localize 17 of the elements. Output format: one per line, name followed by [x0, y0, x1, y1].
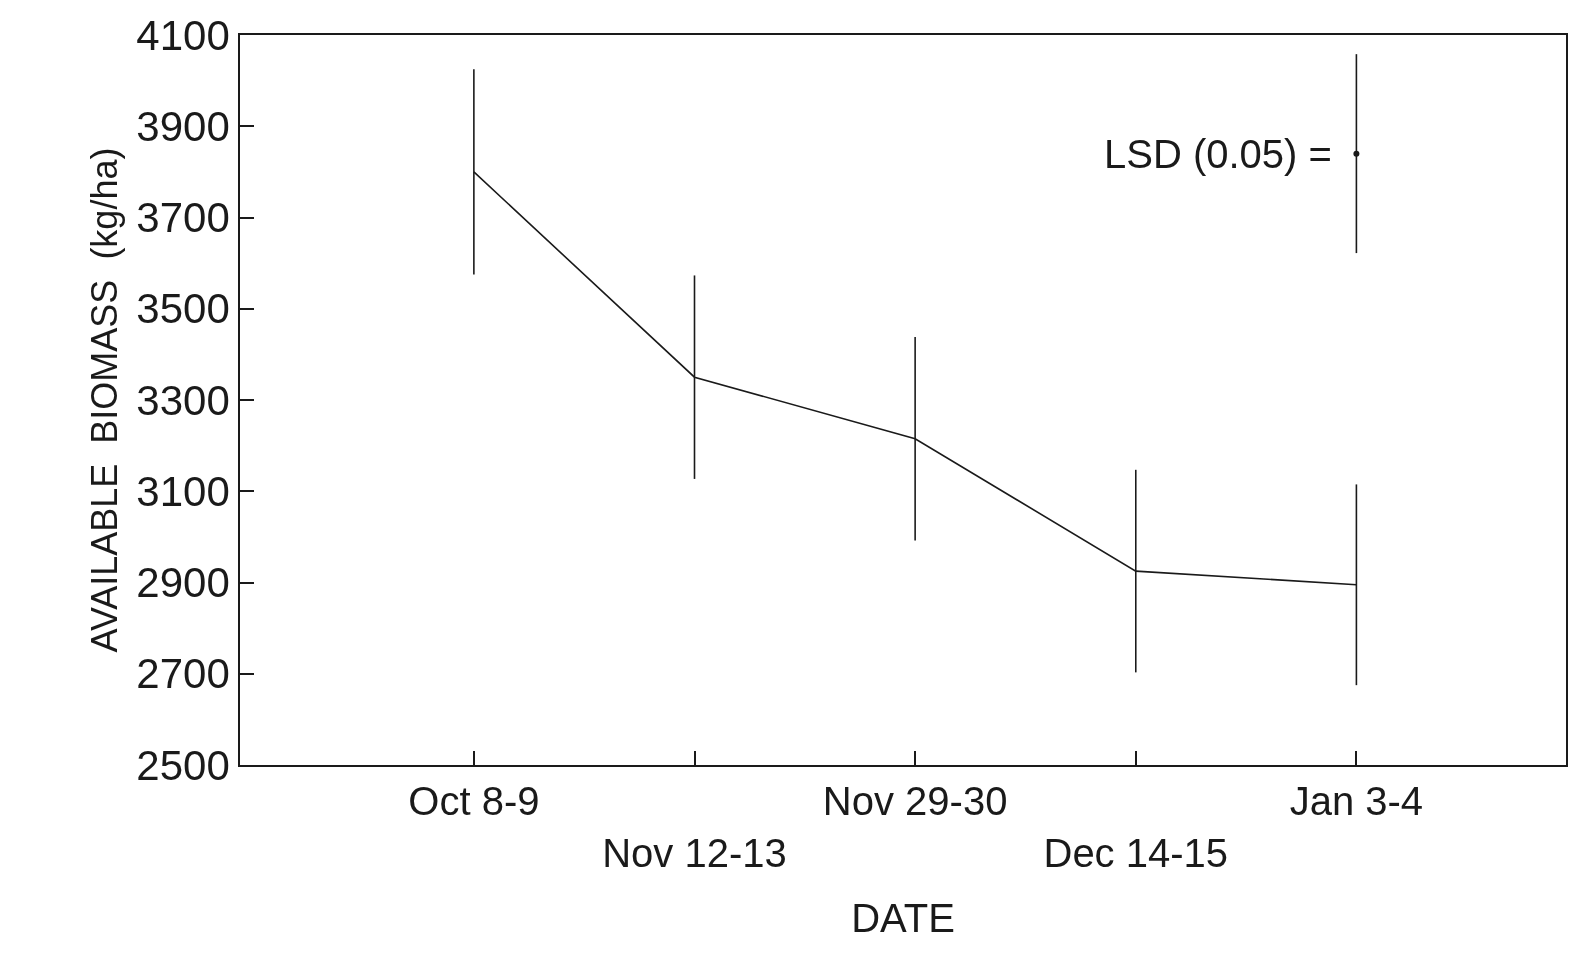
annotation: LSD (0.05) = [1104, 132, 1332, 176]
x-axis-title: DATE [851, 895, 955, 940]
y-tick-label: 3900 [136, 102, 230, 150]
y-tick-label: 3100 [136, 467, 230, 515]
y-tick-label: 3300 [136, 376, 230, 424]
y-tick-label: 2500 [136, 741, 230, 789]
x-tick-label: Jan 3-4 [1289, 778, 1424, 823]
y-axis-title: AVAILABLE BIOMASS (kg/ha) [83, 147, 125, 653]
y-tick-label: 4100 [136, 11, 230, 59]
y-tick-label: 3500 [136, 285, 230, 333]
y-tick-label: 2900 [136, 559, 230, 607]
y-tick-label: 3700 [136, 194, 230, 242]
x-tick-label: Dec 14-15 [1043, 830, 1229, 875]
y-tick-label: 2700 [136, 650, 230, 698]
x-tick-label: Oct 8-9 [408, 778, 540, 823]
x-tick-label: Nov 12-13 [602, 830, 787, 875]
x-tick-label: Nov 29-30 [822, 778, 1008, 823]
